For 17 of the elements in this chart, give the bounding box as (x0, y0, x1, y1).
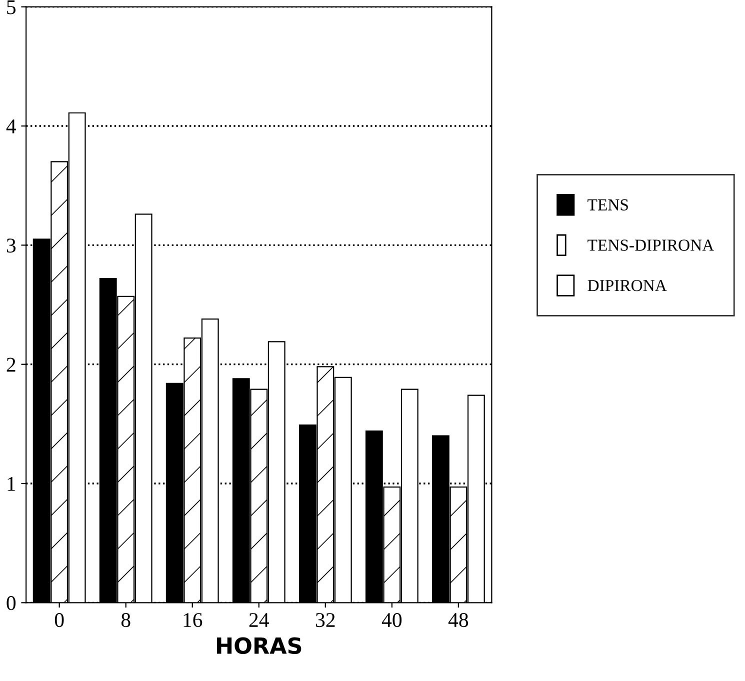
y-tick-label: 4 (6, 120, 16, 134)
legend-label: TENS (588, 199, 628, 210)
legend-label: TENS-DIPIRONA (588, 240, 714, 251)
x-tick-label: 24 (249, 613, 269, 627)
x-tick-label: 48 (448, 613, 468, 628)
x-tick-label: 8 (121, 613, 130, 628)
y-tick-label: 1 (8, 476, 16, 491)
x-tick-label: 0 (54, 613, 64, 628)
y-tick-label: 0 (6, 596, 16, 610)
x-tick-label: 32 (316, 613, 335, 628)
x-tick-label: 16 (184, 613, 202, 628)
y-tick-label: 2 (6, 358, 16, 372)
x-tick-label: 40 (382, 613, 402, 628)
y-tick-label: 5 (7, 0, 16, 14)
y-tick-label: 3 (6, 238, 16, 253)
legend-label: DIPIRONA (588, 280, 667, 292)
x-axis-title: HORAS (217, 637, 302, 654)
